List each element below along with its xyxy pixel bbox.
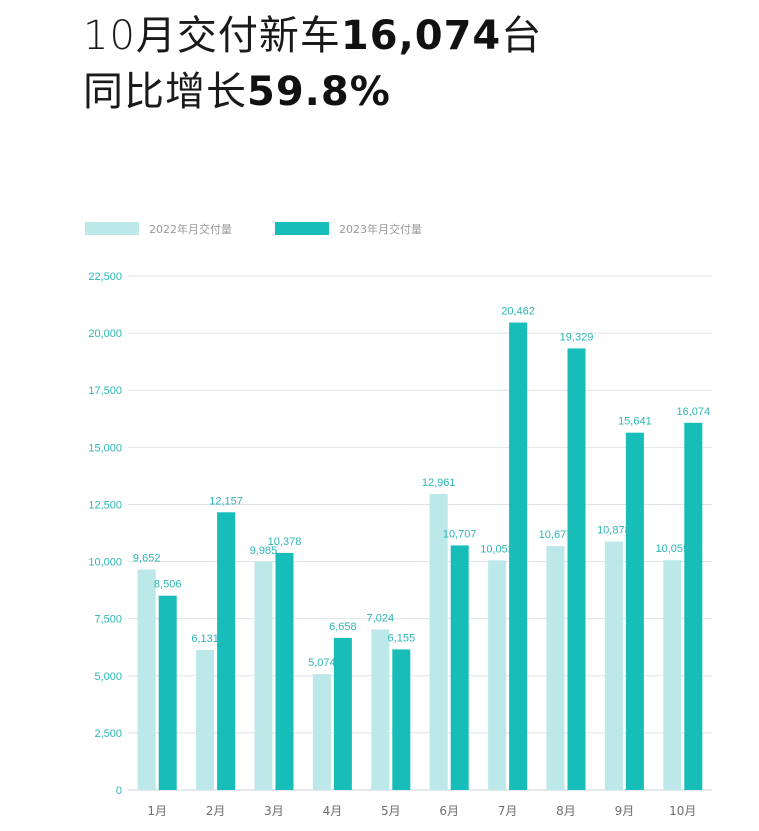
x-tick-label: 3月 [264,804,284,818]
data-label-2022-2: 6,131 [191,633,219,645]
data-label-2022-7: 10,052 [480,543,514,555]
bar-2022-3 [254,561,273,790]
headline-line-growth: 同比增长59.8% [83,64,743,120]
headline-growth-number: 59.8% [247,69,391,115]
bar-2023-4 [333,637,352,790]
bar-2022-1 [137,569,156,790]
data-label-2022-3: 9,985 [250,545,278,557]
x-axis: 1月 2月 3月 4月 5月 6月 7月 8月 9月 10月 [147,804,696,818]
x-tick-label: 7月 [498,804,518,818]
bar-2023-7 [509,322,528,790]
x-tick-label: 4月 [323,804,343,818]
bars [137,322,703,790]
data-label-2023-4: 6,658 [329,621,357,633]
data-label-2023-2: 12,157 [209,495,243,507]
y-tick-label: 12,500 [88,499,122,511]
y-tick-label: 15,000 [88,442,122,454]
x-tick-label: 10月 [669,804,696,818]
data-label-2023-7: 20,462 [501,306,535,318]
y-axis: 0 2,500 5,000 7,500 10,000 12,500 15,000 17,500… [88,271,122,797]
data-label-2022-8: 10,677 [539,529,573,541]
data-label-2023-3: 10,378 [268,536,302,548]
y-tick-label: 20,000 [88,328,122,340]
headline-growth-prefix: 同比增长 [83,69,247,115]
bar-2022-5 [371,629,390,790]
bar-2023-6 [450,545,469,790]
y-tick-label: 2,500 [94,728,122,740]
headline-deliveries-number: 16,074 [340,13,502,59]
y-tick-label: 5,000 [94,671,122,683]
bar-2023-3 [275,552,294,790]
x-tick-label: 2月 [206,804,226,818]
headline-deliveries-suffix: 台 [501,13,543,59]
bar-2023-2 [217,512,236,790]
x-tick-label: 9月 [615,804,635,818]
bar-2022-7 [488,560,507,790]
legend: 2022年月交付量 2023年月交付量 [85,222,422,236]
data-label-2023-8: 19,329 [560,331,594,343]
y-tick-label: 0 [116,785,122,797]
bar-2023-9 [625,432,644,790]
y-tick-label: 22,500 [88,271,122,283]
bar-2023-8 [567,348,586,790]
bar-2022-9 [604,541,623,790]
y-tick-label: 10,000 [88,557,122,569]
data-label-2022-1: 9,652 [133,553,161,565]
bar-2022-4 [312,674,331,790]
data-label-2022-4: 5,074 [308,657,336,669]
y-tick-label: 17,500 [88,385,122,397]
bar-2023-10 [684,422,703,790]
x-tick-label: 6月 [439,804,459,818]
bar-2022-10 [663,560,682,790]
bar-2023-5 [392,649,411,790]
data-label-2022-10: 10,059 [655,543,689,555]
x-tick-label: 5月 [381,804,401,818]
headline-deliveries-prefix: 10月交付新车 [83,13,341,59]
data-label-2023-5: 6,155 [388,632,416,644]
bar-2023-1 [158,595,177,790]
legend-swatch-1 [85,222,139,235]
data-label-2022-6: 12,961 [422,477,456,489]
legend-swatch-2 [275,222,329,235]
bar-chart: 2022年月交付量 2023年月交付量 0 2,500 5,000 7,500 10,00… [85,222,712,818]
x-tick-label: 1月 [147,804,167,818]
data-label-2023-1: 8,506 [154,579,182,591]
bar-2022-8 [546,546,565,790]
bar-2022-6 [429,493,448,790]
data-label-2023-6: 10,707 [443,528,477,540]
data-label-2022-9: 10,878 [597,524,631,536]
data-label-2023-9: 15,641 [618,416,652,428]
legend-label-2: 2023年月交付量 [339,222,422,236]
headline-line-deliveries: 10月交付新车16,074台 [83,8,743,64]
x-tick-label: 8月 [556,804,576,818]
y-tick-label: 7,500 [94,614,122,626]
chart-container: 2022年月交付量 2023年月交付量 0 2,500 5,000 7,500 10,00… [0,200,759,831]
headline: 10月交付新车16,074台 同比增长59.8% [83,8,743,120]
data-label-2022-5: 7,024 [367,613,395,625]
data-label-2023-10: 16,074 [676,406,710,418]
bar-2022-2 [196,649,215,790]
legend-label-1: 2022年月交付量 [149,222,232,236]
